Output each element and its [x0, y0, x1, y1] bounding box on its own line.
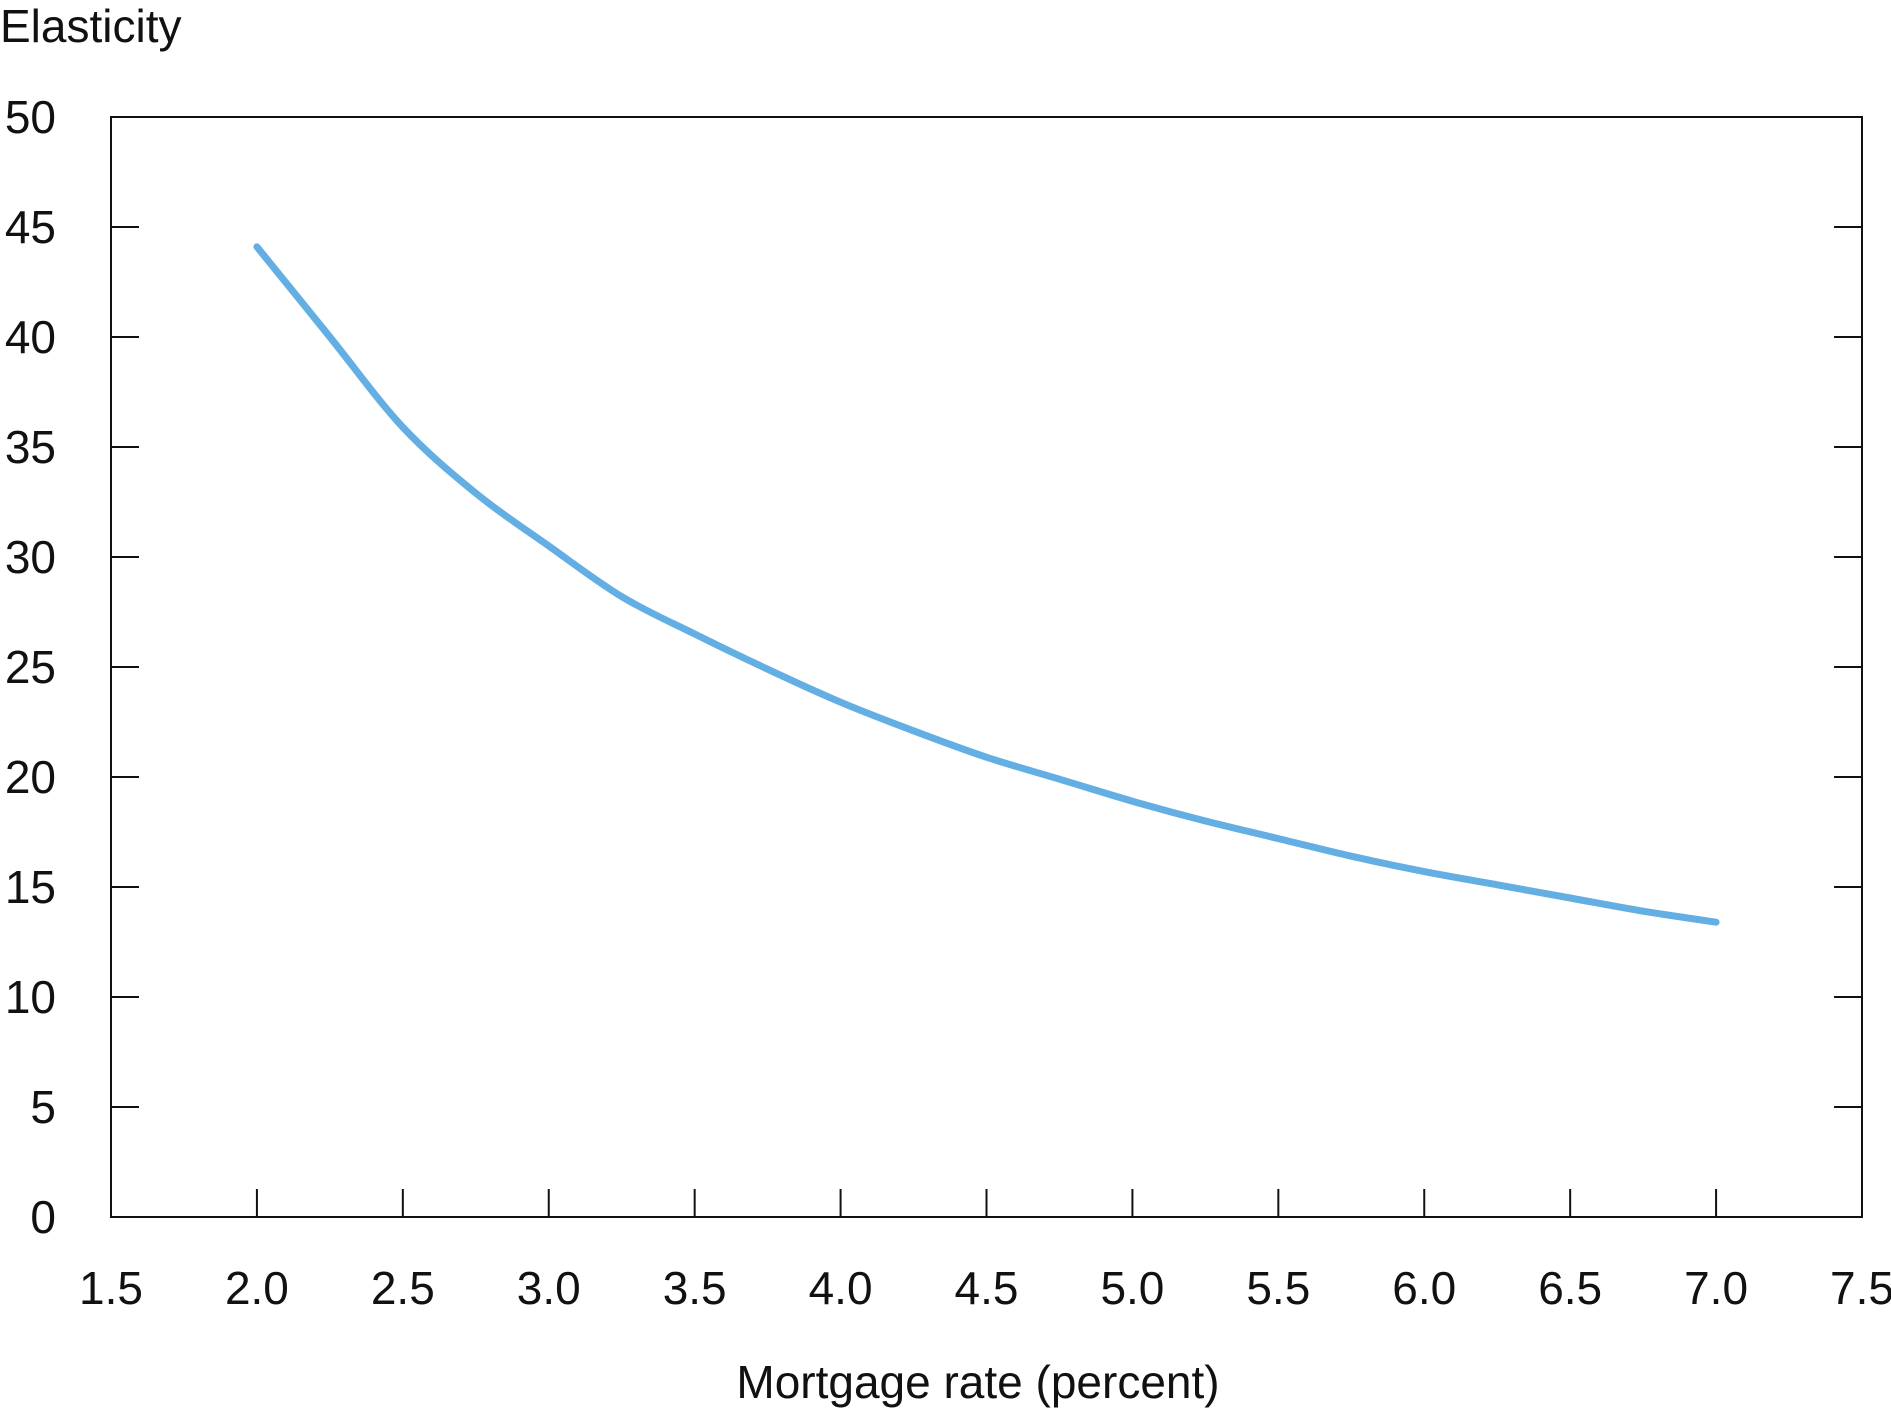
x-axis-title: Mortgage rate (percent): [736, 1356, 1219, 1408]
x-tick-label: 3.0: [517, 1262, 581, 1314]
x-tick-label: 1.5: [79, 1262, 143, 1314]
x-tick-label: 5.0: [1100, 1262, 1164, 1314]
y-tick-label: 0: [30, 1191, 56, 1243]
x-tick-labels: 1.5 2.0 2.5 3.0 3.5 4.0 4.5 5.0 5.5 6.0 6.5 7.0 7.5: [79, 1262, 1891, 1314]
y-tick-label: 25: [5, 641, 56, 693]
y-tick-label: 50: [5, 91, 56, 143]
y-tick-label: 40: [5, 311, 56, 363]
x-tick-label: 6.5: [1538, 1262, 1602, 1314]
x-tick-label: 4.5: [955, 1262, 1019, 1314]
y-tick-label: 15: [5, 861, 56, 913]
y-tick-label: 10: [5, 971, 56, 1023]
y-axis-title: Elasticity: [0, 0, 181, 52]
x-tick-label: 4.0: [809, 1262, 873, 1314]
y-tick-label: 45: [5, 201, 56, 253]
x-tick-label: 5.5: [1246, 1262, 1310, 1314]
plot-area-frame: [110, 116, 1863, 1218]
y-tick-label: 5: [30, 1081, 56, 1133]
x-tick-label: 7.5: [1830, 1262, 1891, 1314]
y-tick-label: 35: [5, 421, 56, 473]
x-tick-label: 2.5: [371, 1262, 435, 1314]
x-tick-label: 7.0: [1684, 1262, 1748, 1314]
series-layer: [253, 243, 1720, 926]
x-tick-label: 2.0: [225, 1262, 289, 1314]
y-tick-label: 20: [5, 751, 56, 803]
x-tick-label: 3.5: [663, 1262, 727, 1314]
x-tick-label: 6.0: [1392, 1262, 1456, 1314]
elasticity-line: [253, 243, 1720, 926]
y-tick-label: 30: [5, 531, 56, 583]
axis-ticks: [111, 226, 1862, 1217]
y-tick-labels: 0 5 10 15 20 25 30 35 40 45 50: [5, 91, 56, 1243]
